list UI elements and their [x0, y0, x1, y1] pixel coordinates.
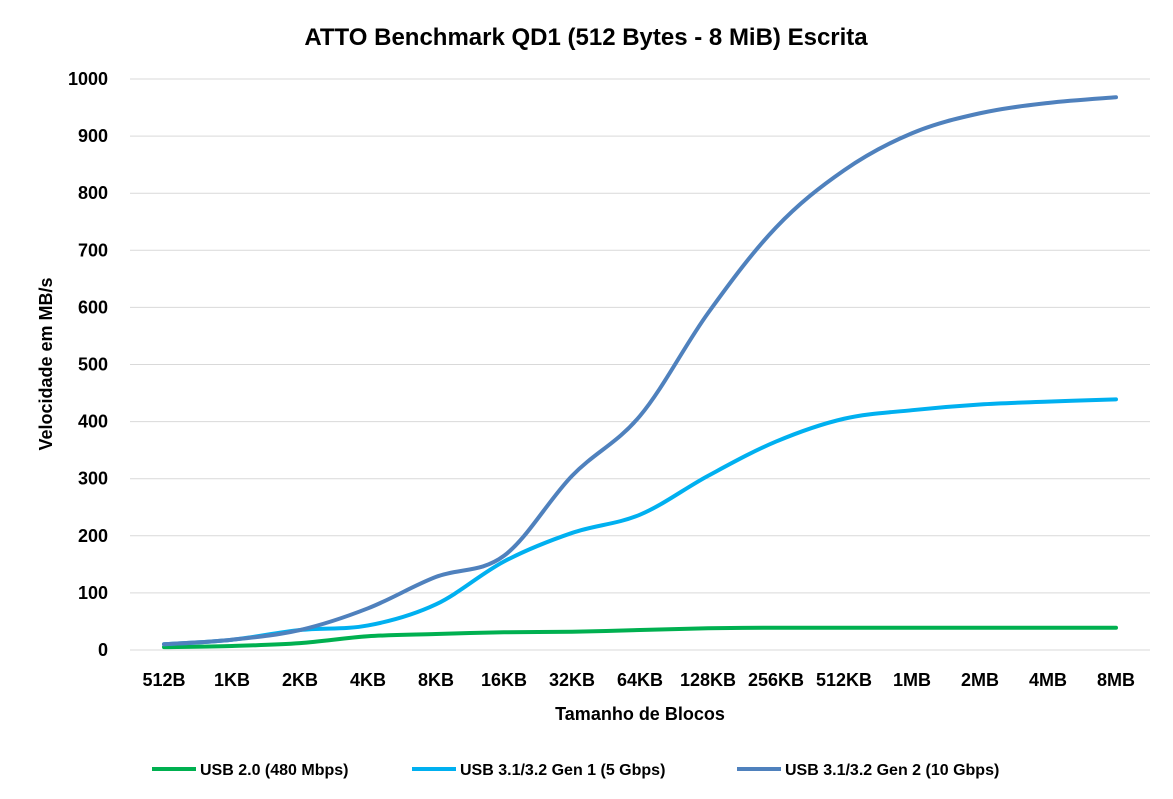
x-tick-label: 4KB [350, 670, 386, 690]
x-tick-label: 8KB [418, 670, 454, 690]
x-tick-label: 2MB [961, 670, 999, 690]
x-tick-label: 8MB [1097, 670, 1135, 690]
legend-label: USB 3.1/3.2 Gen 1 (5 Gbps) [460, 762, 665, 779]
x-tick-label: 32KB [549, 670, 595, 690]
y-tick-label: 900 [78, 126, 108, 146]
x-tick-label: 512B [142, 670, 185, 690]
series-line-3 [162, 95, 1118, 647]
series-lines [162, 95, 1118, 650]
y-tick-label: 0 [98, 640, 108, 660]
y-tick-label: 1000 [68, 69, 108, 89]
x-tick-labels: 512B 1KB 2KB 4KB 8KB 16KB 32KB 64KB 128KB 256KB 51… [142, 670, 1135, 690]
y-tick-labels: 0 100 200 300 400 500 600 700 800 900 1000 [68, 69, 108, 660]
y-tick-label: 500 [78, 355, 108, 375]
y-tick-label: 700 [78, 240, 108, 260]
series-line-1 [162, 625, 1118, 650]
x-axis-title: Tamanho de Blocos [555, 704, 725, 724]
legend-label: USB 3.1/3.2 Gen 2 (10 Gbps) [785, 762, 999, 779]
legend-label: USB 2.0 (480 Mbps) [200, 762, 348, 779]
x-tick-label: 256KB [748, 670, 804, 690]
y-tick-label: 300 [78, 469, 108, 489]
x-tick-label: 128KB [680, 670, 736, 690]
y-tick-label: 800 [78, 183, 108, 203]
x-tick-label: 1MB [893, 670, 931, 690]
y-tick-label: 600 [78, 297, 108, 317]
y-tick-label: 200 [78, 526, 108, 546]
x-tick-label: 4MB [1029, 670, 1067, 690]
x-tick-label: 512KB [816, 670, 872, 690]
legend: USB 2.0 (480 Mbps) USB 3.1/3.2 Gen 1 (5 G… [152, 762, 999, 779]
x-tick-label: 2KB [282, 670, 318, 690]
x-tick-label: 64KB [617, 670, 663, 690]
x-tick-label: 1KB [214, 670, 250, 690]
y-tick-label: 100 [78, 583, 108, 603]
grid-lines [130, 78, 1150, 651]
y-axis-title: Velocidade em MB/s [36, 277, 56, 450]
chart-title: ATTO Benchmark QD1 (512 Bytes - 8 MiB) E… [304, 24, 868, 51]
series-line-2 [162, 397, 1118, 647]
x-tick-label: 16KB [481, 670, 527, 690]
y-tick-label: 400 [78, 412, 108, 432]
